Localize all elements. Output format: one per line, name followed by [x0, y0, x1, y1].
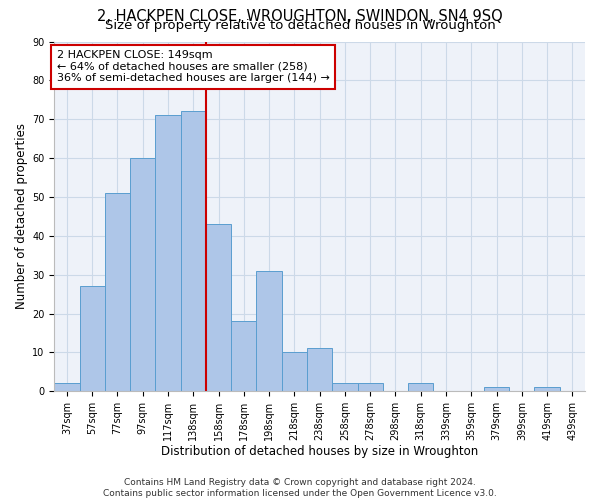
Bar [80, 286, 105, 391]
Bar [130, 158, 155, 391]
Bar [256, 271, 282, 391]
Bar [282, 352, 307, 391]
Bar [181, 112, 206, 391]
Text: Contains HM Land Registry data © Crown copyright and database right 2024.
Contai: Contains HM Land Registry data © Crown c… [103, 478, 497, 498]
Y-axis label: Number of detached properties: Number of detached properties [15, 124, 28, 310]
Bar [332, 384, 358, 391]
Bar [535, 388, 560, 391]
Bar [408, 384, 433, 391]
Bar [484, 388, 509, 391]
Text: Size of property relative to detached houses in Wroughton: Size of property relative to detached ho… [104, 19, 496, 32]
Bar [231, 322, 256, 391]
Text: 2 HACKPEN CLOSE: 149sqm
← 64% of detached houses are smaller (258)
36% of semi-d: 2 HACKPEN CLOSE: 149sqm ← 64% of detache… [57, 50, 330, 84]
Bar [307, 348, 332, 391]
Bar [358, 384, 383, 391]
X-axis label: Distribution of detached houses by size in Wroughton: Distribution of detached houses by size … [161, 444, 478, 458]
Bar [105, 193, 130, 391]
Bar [54, 384, 80, 391]
Bar [155, 116, 181, 391]
Text: 2, HACKPEN CLOSE, WROUGHTON, SWINDON, SN4 9SQ: 2, HACKPEN CLOSE, WROUGHTON, SWINDON, SN… [97, 9, 503, 24]
Bar [206, 224, 231, 391]
